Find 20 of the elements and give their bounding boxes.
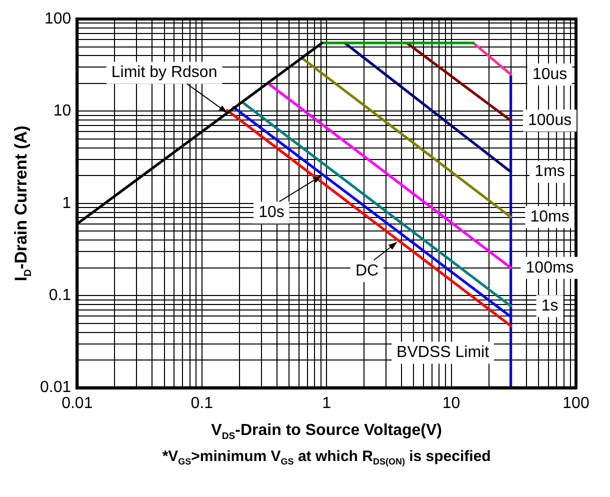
- series-label: 1ms: [534, 163, 565, 180]
- annotation: Limit by Rdson: [111, 64, 218, 82]
- y-axis-title: ID-Drain Current (A): [12, 126, 34, 282]
- series-label: 100us: [528, 112, 572, 130]
- x-tick-label: 0.1: [190, 394, 214, 412]
- annotation: DC: [355, 262, 379, 280]
- x-tick-label: 1: [322, 394, 332, 412]
- y-tick-label: 0.01: [40, 379, 72, 396]
- annotation: BVDSS Limit: [396, 344, 490, 362]
- y-tick-label: 0.1: [48, 287, 72, 304]
- series-label: 10ms: [530, 208, 570, 226]
- x-tick-label: 100: [562, 394, 590, 412]
- series-label: 10us: [532, 66, 568, 83]
- y-tick-label: 10: [53, 102, 72, 120]
- y-tick-label: 100: [44, 10, 72, 28]
- y-tick-label: 1: [62, 194, 72, 212]
- x-tick-label: 10: [442, 394, 460, 412]
- series-label: 100ms: [526, 259, 574, 276]
- annotation: 10s: [258, 204, 284, 222]
- series-label: 1s: [541, 297, 558, 314]
